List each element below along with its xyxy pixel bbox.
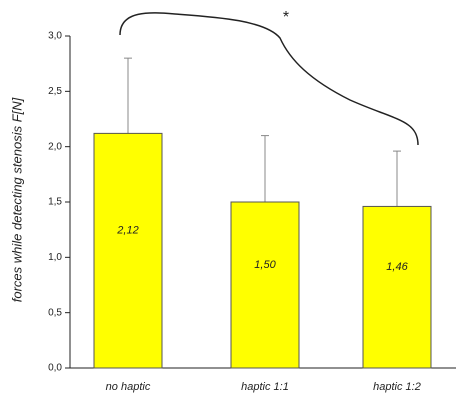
y-axis-label: forces while detecting stenosis F[N] bbox=[9, 97, 24, 302]
bar bbox=[93, 132, 163, 369]
y-tick-label: 0,0 bbox=[48, 363, 62, 374]
y-tick-label: 1,5 bbox=[48, 197, 62, 208]
brace bbox=[119, 12, 419, 146]
x-tick-label: haptic 1:1 bbox=[241, 381, 289, 393]
y-tick-label: 2,0 bbox=[48, 141, 62, 152]
y-tick-label: 3,0 bbox=[48, 31, 62, 42]
x-tick-label: haptic 1:2 bbox=[373, 381, 421, 393]
y-tick-label: 0,5 bbox=[48, 307, 62, 318]
x-tick-label: no haptic bbox=[106, 381, 151, 393]
value-label: 1,46 bbox=[386, 261, 408, 273]
value-label: 2,12 bbox=[116, 225, 138, 237]
y-tick-label: 2,5 bbox=[48, 86, 62, 97]
value-label: 1,50 bbox=[254, 259, 276, 271]
bar bbox=[230, 201, 300, 369]
y-tick-label: 1,0 bbox=[48, 252, 62, 263]
bar bbox=[362, 205, 432, 369]
annotation: * bbox=[283, 9, 289, 26]
